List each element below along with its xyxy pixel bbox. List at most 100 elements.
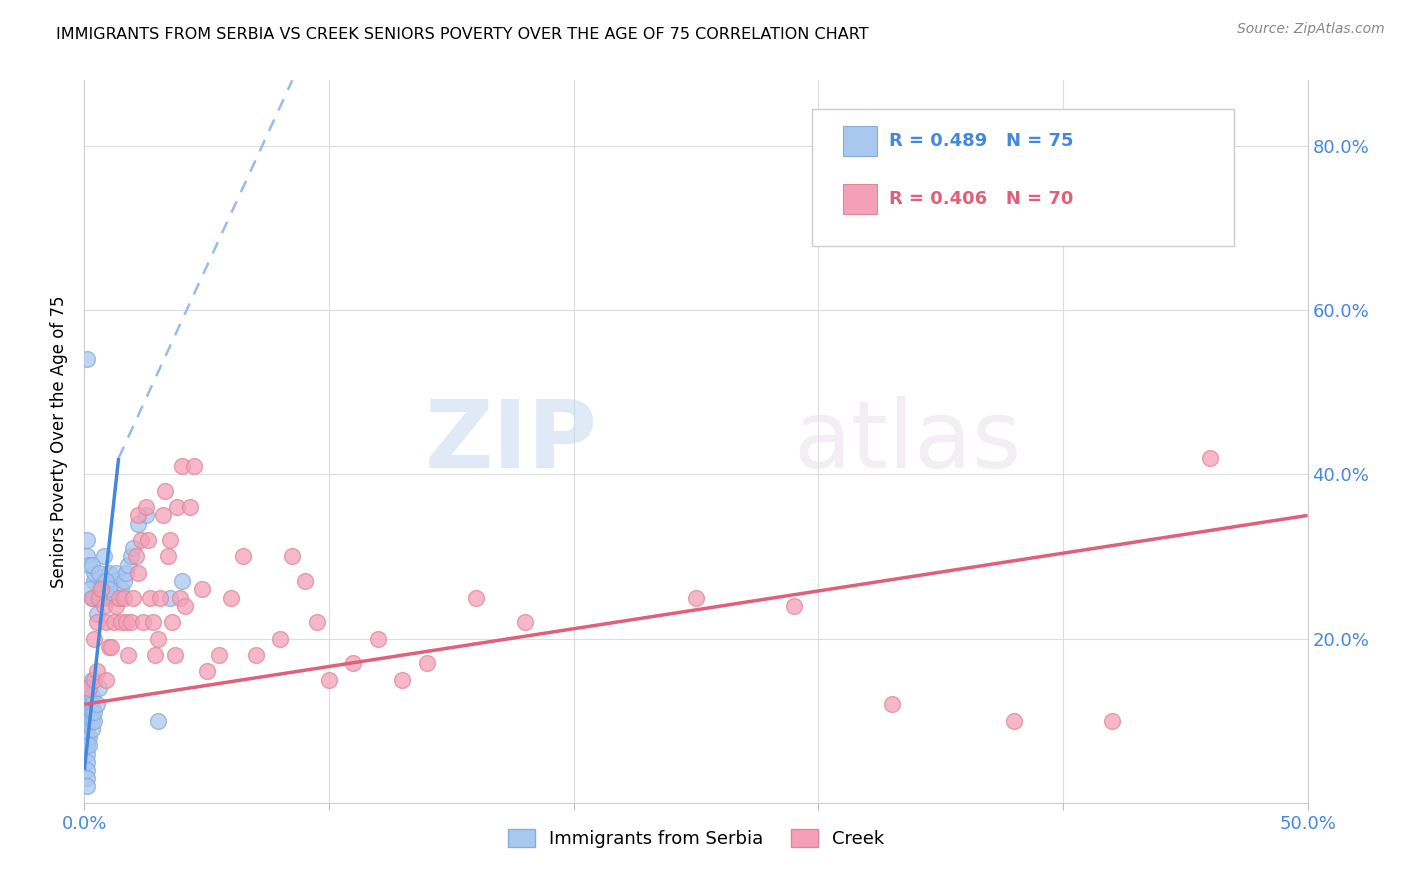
Point xyxy=(342,657,364,671)
Point xyxy=(80,558,103,572)
Point xyxy=(169,591,191,605)
Point xyxy=(156,549,179,564)
Point xyxy=(318,673,340,687)
Point xyxy=(76,698,98,712)
Point xyxy=(105,566,128,580)
Point xyxy=(93,574,115,588)
Point xyxy=(880,698,903,712)
Text: Source: ZipAtlas.com: Source: ZipAtlas.com xyxy=(1237,22,1385,37)
Point xyxy=(76,780,98,794)
Point xyxy=(97,566,120,580)
Point xyxy=(183,459,205,474)
Point xyxy=(96,574,118,588)
Point xyxy=(783,599,806,613)
Point xyxy=(146,714,169,728)
Point xyxy=(76,549,98,564)
Point xyxy=(77,558,100,572)
Point xyxy=(172,574,194,588)
Point xyxy=(367,632,389,646)
Point xyxy=(87,566,110,580)
Point xyxy=(117,558,139,572)
Point xyxy=(149,591,172,605)
Point xyxy=(80,591,103,605)
Point xyxy=(96,615,118,630)
Point xyxy=(77,730,100,744)
Point xyxy=(75,714,97,728)
Point xyxy=(76,681,98,695)
Point xyxy=(159,533,181,547)
Point xyxy=(143,648,166,662)
Point xyxy=(97,640,120,654)
Point xyxy=(76,747,98,761)
Point xyxy=(115,615,138,630)
Point xyxy=(135,500,157,515)
Point xyxy=(1002,714,1025,728)
Point xyxy=(127,516,149,531)
Point xyxy=(83,591,105,605)
Point xyxy=(513,615,536,630)
Point xyxy=(87,582,110,597)
Point xyxy=(103,615,125,630)
Text: R = 0.406   N = 70: R = 0.406 N = 70 xyxy=(889,190,1074,208)
Point xyxy=(391,673,413,687)
Point xyxy=(83,574,105,588)
Point xyxy=(191,582,214,597)
Point xyxy=(83,706,105,720)
Point xyxy=(135,508,157,523)
Point xyxy=(77,714,100,728)
Point xyxy=(83,673,105,687)
FancyBboxPatch shape xyxy=(813,109,1234,246)
Point xyxy=(122,541,145,556)
Point xyxy=(219,591,242,605)
Point xyxy=(77,681,100,695)
Point xyxy=(90,582,112,597)
Point xyxy=(77,681,100,695)
Point xyxy=(97,582,120,597)
Point xyxy=(136,533,159,547)
Point xyxy=(76,689,98,703)
Point xyxy=(172,459,194,474)
Point xyxy=(80,722,103,736)
Point xyxy=(245,648,267,662)
Point xyxy=(129,533,152,547)
Point xyxy=(77,689,100,703)
Point xyxy=(87,681,110,695)
Point xyxy=(75,706,97,720)
Point xyxy=(107,591,129,605)
Point xyxy=(142,615,165,630)
Point xyxy=(103,574,125,588)
Point xyxy=(76,771,98,785)
Point xyxy=(90,582,112,597)
Point xyxy=(96,574,118,588)
Point xyxy=(83,714,105,728)
Y-axis label: Seniors Poverty Over the Age of 75: Seniors Poverty Over the Age of 75 xyxy=(51,295,69,588)
Point xyxy=(93,549,115,564)
FancyBboxPatch shape xyxy=(842,184,877,214)
Point xyxy=(685,591,707,605)
Point xyxy=(139,591,162,605)
Point xyxy=(153,483,176,498)
Point xyxy=(208,648,231,662)
Point xyxy=(269,632,291,646)
Point xyxy=(77,739,100,753)
Point xyxy=(76,706,98,720)
Point xyxy=(117,648,139,662)
Point xyxy=(77,698,100,712)
Point xyxy=(1198,450,1220,465)
Point xyxy=(100,640,122,654)
Point xyxy=(76,533,98,547)
Point xyxy=(115,566,138,580)
Point xyxy=(107,591,129,605)
Point xyxy=(80,714,103,728)
FancyBboxPatch shape xyxy=(842,126,877,156)
Text: R = 0.489   N = 75: R = 0.489 N = 75 xyxy=(889,132,1074,150)
Point xyxy=(86,665,108,679)
Point xyxy=(110,582,132,597)
Point xyxy=(86,615,108,630)
Point xyxy=(159,591,181,605)
Point xyxy=(93,591,115,605)
Point xyxy=(80,673,103,687)
Point xyxy=(80,698,103,712)
Point xyxy=(110,615,132,630)
Point xyxy=(132,615,155,630)
